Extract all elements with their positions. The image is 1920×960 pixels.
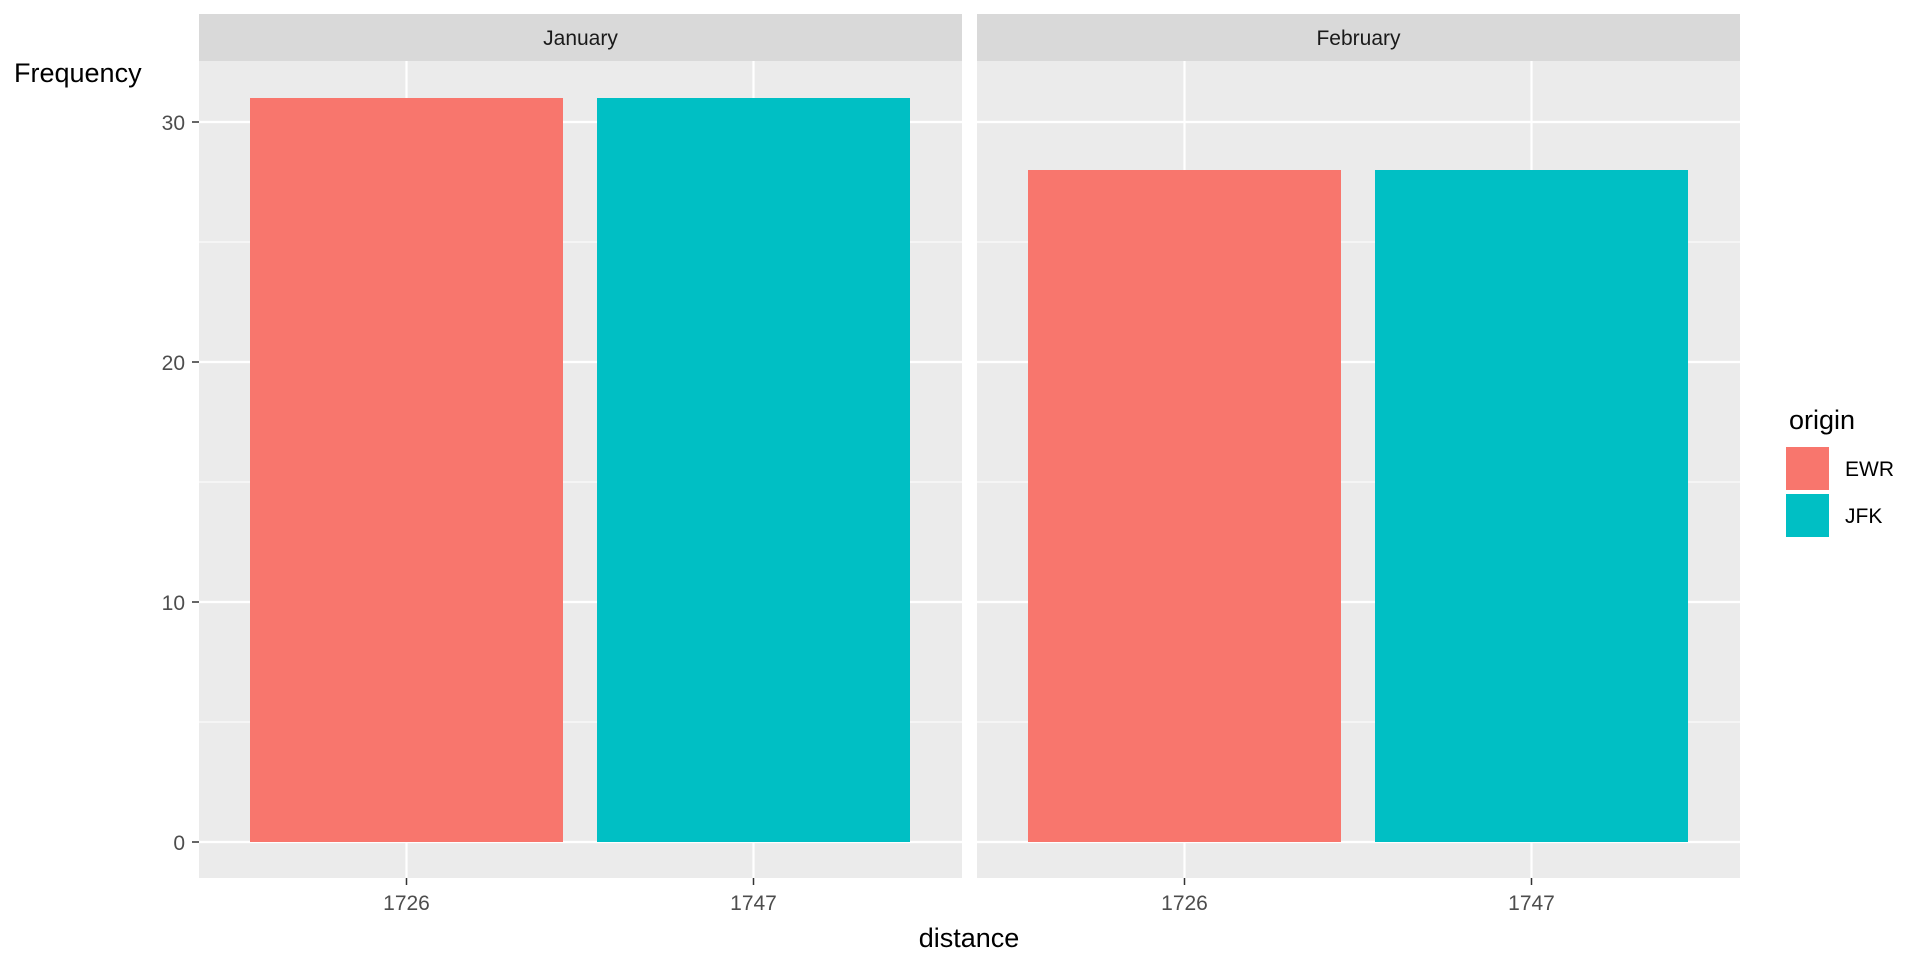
x-tick-label: 1726 [383, 892, 430, 915]
legend-label-ewr: EWR [1845, 458, 1894, 481]
legend-swatch-ewr [1786, 447, 1829, 490]
x-tick-label: 1747 [730, 892, 777, 915]
legend-title: origin [1789, 405, 1855, 435]
x-axis-title: distance [919, 923, 1020, 953]
y-tick-label: 0 [173, 832, 185, 855]
x-tick-label: 1747 [1508, 892, 1555, 915]
panel-february: February 1726 1747 [977, 14, 1740, 915]
y-axis: 0 10 20 30 [162, 112, 199, 855]
y-tick-label: 10 [162, 592, 185, 615]
legend-items: EWR JFK [1786, 447, 1894, 537]
bar-january-jfk [597, 98, 910, 842]
y-axis-title: Frequency [14, 58, 142, 88]
bar-january-ewr [250, 98, 563, 842]
facet-strip [977, 14, 1740, 61]
y-tick-label: 20 [162, 352, 185, 375]
legend: origin EWR JFK [1786, 405, 1894, 537]
legend-label-jfk: JFK [1845, 505, 1882, 528]
y-tick-label: 30 [162, 112, 185, 135]
bar-february-ewr [1028, 170, 1341, 842]
facet-label: February [1316, 27, 1401, 50]
legend-swatch-jfk [1786, 494, 1829, 537]
bar-february-jfk [1375, 170, 1688, 842]
panel-january: January 1726 1747 [199, 14, 962, 915]
panels: January 1726 1747 February 1726 1747 [199, 14, 1740, 915]
x-tick-label: 1726 [1161, 892, 1208, 915]
facet-strip [199, 14, 962, 61]
facet-label: January [543, 27, 618, 50]
